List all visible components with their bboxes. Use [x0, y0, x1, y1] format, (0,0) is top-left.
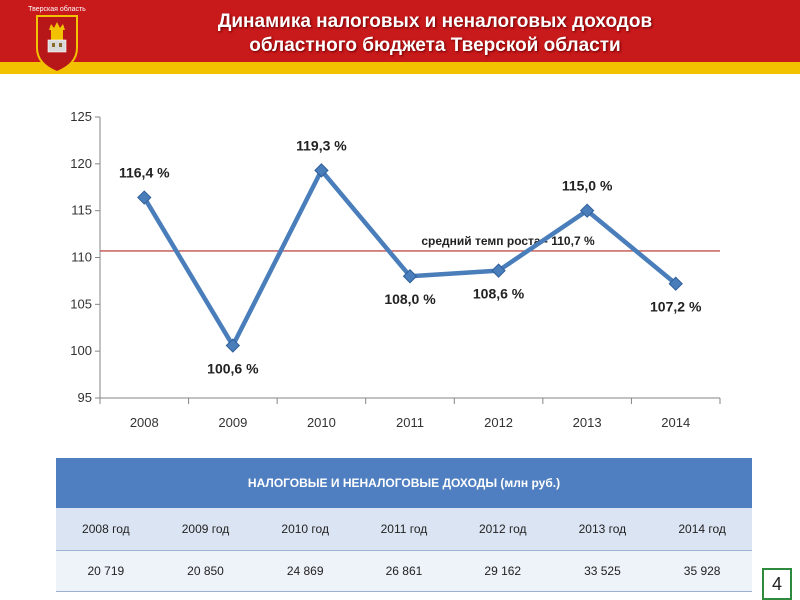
title-line-1: Динамика налоговых и неналоговых доходов — [217, 11, 653, 32]
y-tick-label: 120 — [70, 156, 92, 171]
x-tick-label: 2014 — [661, 415, 690, 430]
header-bar — [0, 0, 800, 62]
data-point-marker — [668, 276, 683, 291]
data-labels-group: 116,4 % 100,6 % 119,3 % 108,0 % 108,6 % 115,0… — [119, 137, 702, 376]
data-point-marker — [314, 163, 329, 178]
page-number: 4 — [762, 568, 792, 600]
data-point-marker — [491, 263, 506, 278]
table-cell-value: 20 850 — [155, 550, 256, 592]
table-cell-value: 33 525 — [552, 550, 653, 592]
series-line — [142, 168, 678, 348]
table-cell-year: 2009 год — [155, 508, 256, 551]
table-cell-year: 2013 год — [552, 508, 653, 551]
table-title: НАЛОГОВЫЕ И НЕНАЛОГОВЫЕ ДОХОДЫ (млн руб.… — [56, 458, 752, 508]
x-tick-label: 2008 — [130, 415, 159, 430]
average-growth-label: средний темп роста - 110,7 % — [421, 234, 595, 248]
y-tick-label: 105 — [70, 296, 92, 311]
data-label: 100,6 % — [207, 361, 259, 377]
table-cell-value: 20 719 — [56, 550, 156, 592]
series-group — [137, 163, 683, 353]
data-label: 115,0 % — [562, 178, 613, 194]
page-title: Динамика налоговых и неналоговых доходов… — [110, 10, 760, 58]
table-cell-value: 35 928 — [652, 550, 752, 592]
table-cell-value: 24 869 — [255, 550, 356, 592]
region-label: Тверская область — [28, 6, 86, 13]
y-tick-label: 100 — [70, 343, 92, 358]
data-point-marker — [402, 269, 418, 284]
table-cell-year: 2010 год — [255, 508, 356, 551]
table-years-row: 2008 год 2009 год 2010 год 2011 год 2012… — [56, 508, 752, 551]
title-line-2: областного бюджета Тверской области — [249, 35, 621, 56]
x-tick-label: 2010 — [307, 415, 336, 430]
table-header-row: НАЛОГОВЫЕ И НЕНАЛОГОВЫЕ ДОХОДЫ (млн руб.… — [56, 458, 752, 508]
data-label: 107,2 % — [650, 299, 702, 315]
y-tick-label: 125 — [70, 109, 92, 124]
table-values-row: 20 719 20 850 24 869 26 861 29 162 33 52… — [56, 550, 752, 592]
data-point-marker — [137, 190, 152, 205]
data-label: 119,3 % — [296, 137, 347, 153]
data-label: 108,0 % — [384, 291, 436, 307]
header-stripe — [0, 62, 800, 74]
table-cell-value: 29 162 — [452, 550, 553, 592]
table-cell-year: 2014 год — [652, 508, 752, 551]
y-tick-label: 110 — [71, 250, 92, 265]
x-tick-label: 2012 — [484, 415, 513, 430]
table-cell-year: 2011 год — [355, 508, 453, 551]
data-label: 116,4 % — [119, 165, 170, 181]
table-cell-year: 2012 год — [452, 508, 553, 551]
x-tick-label: 2011 — [396, 415, 424, 430]
x-tick-label: 2009 — [218, 415, 247, 430]
x-tick-label: 2013 — [573, 415, 602, 430]
data-label: 108,6 % — [473, 286, 525, 302]
coat-of-arms-emblem: Тверская область — [20, 2, 94, 74]
growth-rate-line-chart: 95 100 105 110 115 120 125 2008 2009 2010 2011 2012… — [70, 109, 721, 430]
emblem-icon — [36, 15, 78, 74]
chart-axes: 95 100 105 110 115 120 125 2008 2009 2010 2011 2012… — [70, 109, 721, 430]
data-point-marker — [225, 338, 241, 353]
table-cell-value: 26 861 — [355, 550, 453, 592]
y-tick-label: 115 — [71, 203, 92, 218]
revenue-table: НАЛОГОВЫЕ И НЕНАЛОГОВЫЕ ДОХОДЫ (млн руб.… — [56, 458, 752, 592]
data-point-marker — [579, 203, 595, 218]
y-tick-label: 95 — [78, 390, 92, 405]
table-cell-year: 2008 год — [56, 508, 156, 551]
